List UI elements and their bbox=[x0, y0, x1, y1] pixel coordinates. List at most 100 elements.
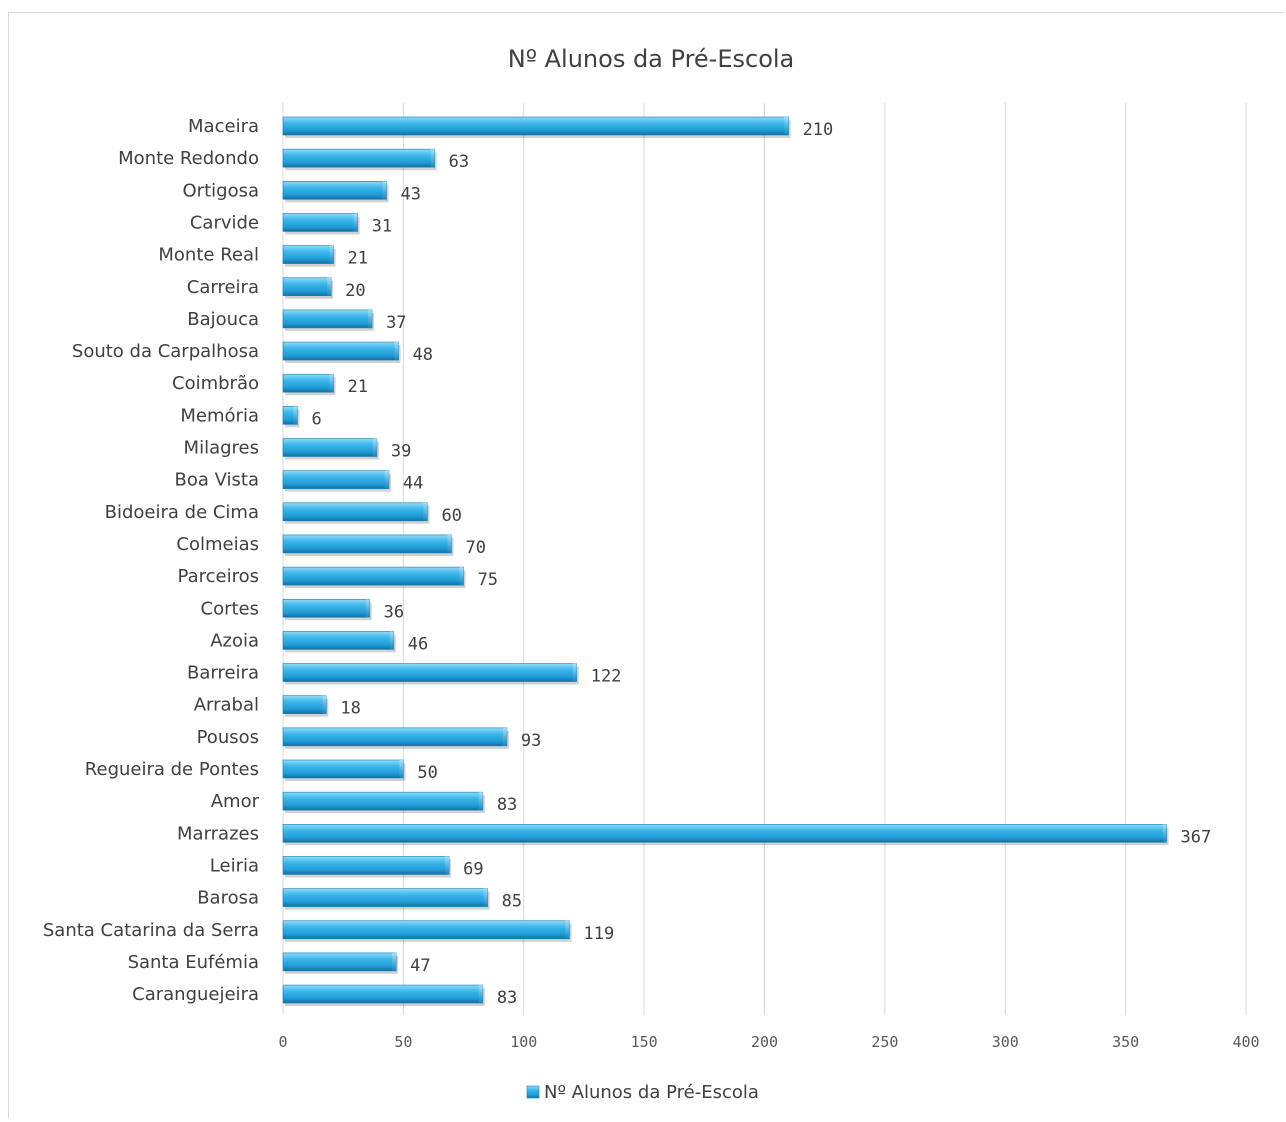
category-label: Bajouca bbox=[187, 309, 259, 330]
bars bbox=[282, 116, 1169, 1007]
bar-cap bbox=[329, 245, 334, 264]
category-label: Ortigosa bbox=[183, 180, 259, 201]
bar-body bbox=[282, 856, 450, 875]
data-label: 122 bbox=[591, 667, 622, 687]
bar-body bbox=[282, 695, 327, 715]
data-label: 6 bbox=[311, 409, 321, 429]
bar-cap bbox=[392, 952, 397, 971]
bar bbox=[282, 406, 300, 428]
bar bbox=[282, 920, 572, 942]
data-label: 21 bbox=[348, 377, 368, 397]
data-label: 70 bbox=[466, 538, 486, 558]
data-label: 47 bbox=[410, 956, 430, 976]
bar bbox=[282, 148, 437, 171]
bar-body bbox=[282, 727, 508, 747]
data-label: 83 bbox=[497, 795, 517, 815]
category-label: Maceira bbox=[188, 116, 259, 137]
data-label: 43 bbox=[401, 184, 421, 204]
category-label: Monte Redondo bbox=[118, 148, 259, 169]
bar bbox=[282, 470, 391, 492]
bar bbox=[282, 373, 336, 396]
data-label: 50 bbox=[417, 763, 437, 783]
bar-cap bbox=[784, 117, 789, 135]
x-tick-label: 300 bbox=[992, 1033, 1019, 1051]
bar bbox=[282, 984, 485, 1007]
data-label: 83 bbox=[497, 988, 517, 1008]
bar-cap bbox=[423, 502, 428, 521]
category-label: Coimbrão bbox=[172, 373, 259, 394]
bar-cap bbox=[293, 406, 298, 425]
category-label: Marrazes bbox=[177, 823, 259, 844]
bar-cap bbox=[329, 374, 334, 393]
x-tick-label: 150 bbox=[631, 1033, 658, 1051]
data-label: 46 bbox=[408, 634, 428, 654]
category-label: Memória bbox=[180, 405, 259, 426]
bar-body bbox=[282, 181, 387, 200]
data-label: 21 bbox=[348, 249, 368, 269]
bar bbox=[282, 566, 466, 589]
bar-body bbox=[282, 759, 404, 779]
chart-title: Nº Alunos da Pré-Escola bbox=[508, 45, 795, 73]
category-label: Santa Catarina da Serra bbox=[43, 920, 259, 941]
data-label: 210 bbox=[803, 120, 834, 140]
data-label: 69 bbox=[463, 859, 483, 879]
bar-cap bbox=[478, 985, 483, 1004]
bar-body bbox=[282, 502, 428, 522]
bar bbox=[282, 309, 375, 331]
bar-cap bbox=[1162, 824, 1167, 843]
bar bbox=[282, 727, 509, 749]
data-label: 37 bbox=[386, 313, 406, 333]
bar bbox=[282, 502, 430, 524]
bar-cap bbox=[394, 342, 399, 361]
data-labels: 2106343312120374821639446070753646122189… bbox=[311, 120, 1211, 1008]
category-label: Milagres bbox=[184, 438, 259, 459]
bar bbox=[282, 952, 399, 974]
bar-cap bbox=[447, 534, 452, 553]
data-label: 44 bbox=[403, 474, 423, 494]
category-label: Regueira de Pontes bbox=[85, 759, 259, 780]
x-tick-label: 250 bbox=[871, 1033, 898, 1051]
data-label: 31 bbox=[372, 216, 392, 236]
bar bbox=[282, 823, 1169, 846]
bar bbox=[282, 695, 329, 717]
category-label: Amor bbox=[211, 791, 260, 812]
bar bbox=[282, 438, 379, 460]
bar-body bbox=[282, 309, 373, 329]
category-labels: Maceira Monte Redondo Ortigosa Carvide Monte… bbox=[43, 116, 260, 1005]
bar-cap bbox=[430, 149, 435, 168]
bar-body bbox=[282, 470, 390, 489]
category-label: Pousos bbox=[197, 727, 259, 748]
bar bbox=[282, 598, 372, 621]
chart-frame: Nº Alunos da Pré-Escola Maceira Monte Red… bbox=[8, 12, 1284, 1118]
data-label: 85 bbox=[502, 892, 522, 912]
bar-cap bbox=[322, 695, 327, 714]
data-label: 93 bbox=[521, 731, 541, 751]
bar-body bbox=[282, 888, 488, 907]
data-label: 48 bbox=[413, 345, 433, 365]
category-label: Azoia bbox=[210, 630, 259, 651]
bar bbox=[282, 116, 791, 138]
data-label: 18 bbox=[340, 699, 360, 719]
bar-cap bbox=[483, 888, 488, 907]
bar bbox=[282, 277, 334, 299]
category-label: Colmeias bbox=[176, 534, 259, 555]
grid-lines bbox=[282, 103, 1247, 1015]
legend: Nº Alunos da Pré-Escola bbox=[526, 1082, 759, 1103]
bar-cap bbox=[382, 181, 387, 200]
category-label: Carvide bbox=[190, 212, 259, 233]
category-label: Santa Eufémia bbox=[128, 952, 259, 973]
category-label: Carreira bbox=[187, 277, 259, 298]
bar bbox=[282, 341, 401, 364]
bar-cap bbox=[365, 599, 370, 618]
bar bbox=[282, 759, 406, 781]
bar bbox=[282, 663, 579, 685]
category-label: Cortes bbox=[201, 598, 260, 619]
category-label: Bidoeira de Cima bbox=[105, 502, 259, 523]
bar-cap bbox=[327, 277, 332, 296]
bar-cap bbox=[389, 631, 394, 650]
bar-cap bbox=[384, 470, 389, 489]
category-label: Barreira bbox=[187, 663, 259, 684]
bar bbox=[282, 631, 396, 653]
bar bbox=[282, 534, 454, 556]
x-tick-label: 100 bbox=[510, 1033, 537, 1051]
